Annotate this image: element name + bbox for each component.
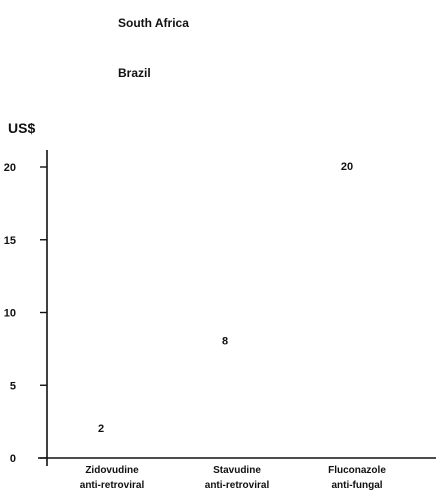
data-label-zidovudine: 2 xyxy=(98,423,104,435)
x-axis-categories: Zidovudine anti-retroviral Stavudine ant… xyxy=(80,465,387,491)
y-tick-label-5: 5 xyxy=(10,380,16,392)
y-tick-label-0: 0 xyxy=(10,453,16,465)
y-tick-label-20: 20 xyxy=(4,162,16,174)
data-label-fluconazole: 20 xyxy=(341,161,353,173)
category-label-fluconazole: Fluconazole xyxy=(328,465,386,476)
y-axis-unit-label: US$ xyxy=(8,120,35,136)
category-label-zidovudine: Zidovudine xyxy=(85,465,139,476)
category-label-stavudine: Stavudine xyxy=(213,465,261,476)
y-axis-ticks: 0 5 10 15 20 xyxy=(4,162,47,465)
category-sublabel-stavudine: anti-retroviral xyxy=(205,480,270,491)
y-tick-label-10: 10 xyxy=(4,308,16,320)
legend-item-south-africa: South Africa xyxy=(118,16,189,30)
category-sublabel-fluconazole: anti-fungal xyxy=(331,480,382,491)
y-tick-label-15: 15 xyxy=(4,235,16,247)
category-sublabel-zidovudine: anti-retroviral xyxy=(80,480,145,491)
legend: South Africa Brazil xyxy=(118,16,189,80)
legend-item-brazil: Brazil xyxy=(118,66,151,80)
data-label-stavudine: 8 xyxy=(222,336,228,348)
data-labels: 2 8 20 xyxy=(98,161,353,435)
